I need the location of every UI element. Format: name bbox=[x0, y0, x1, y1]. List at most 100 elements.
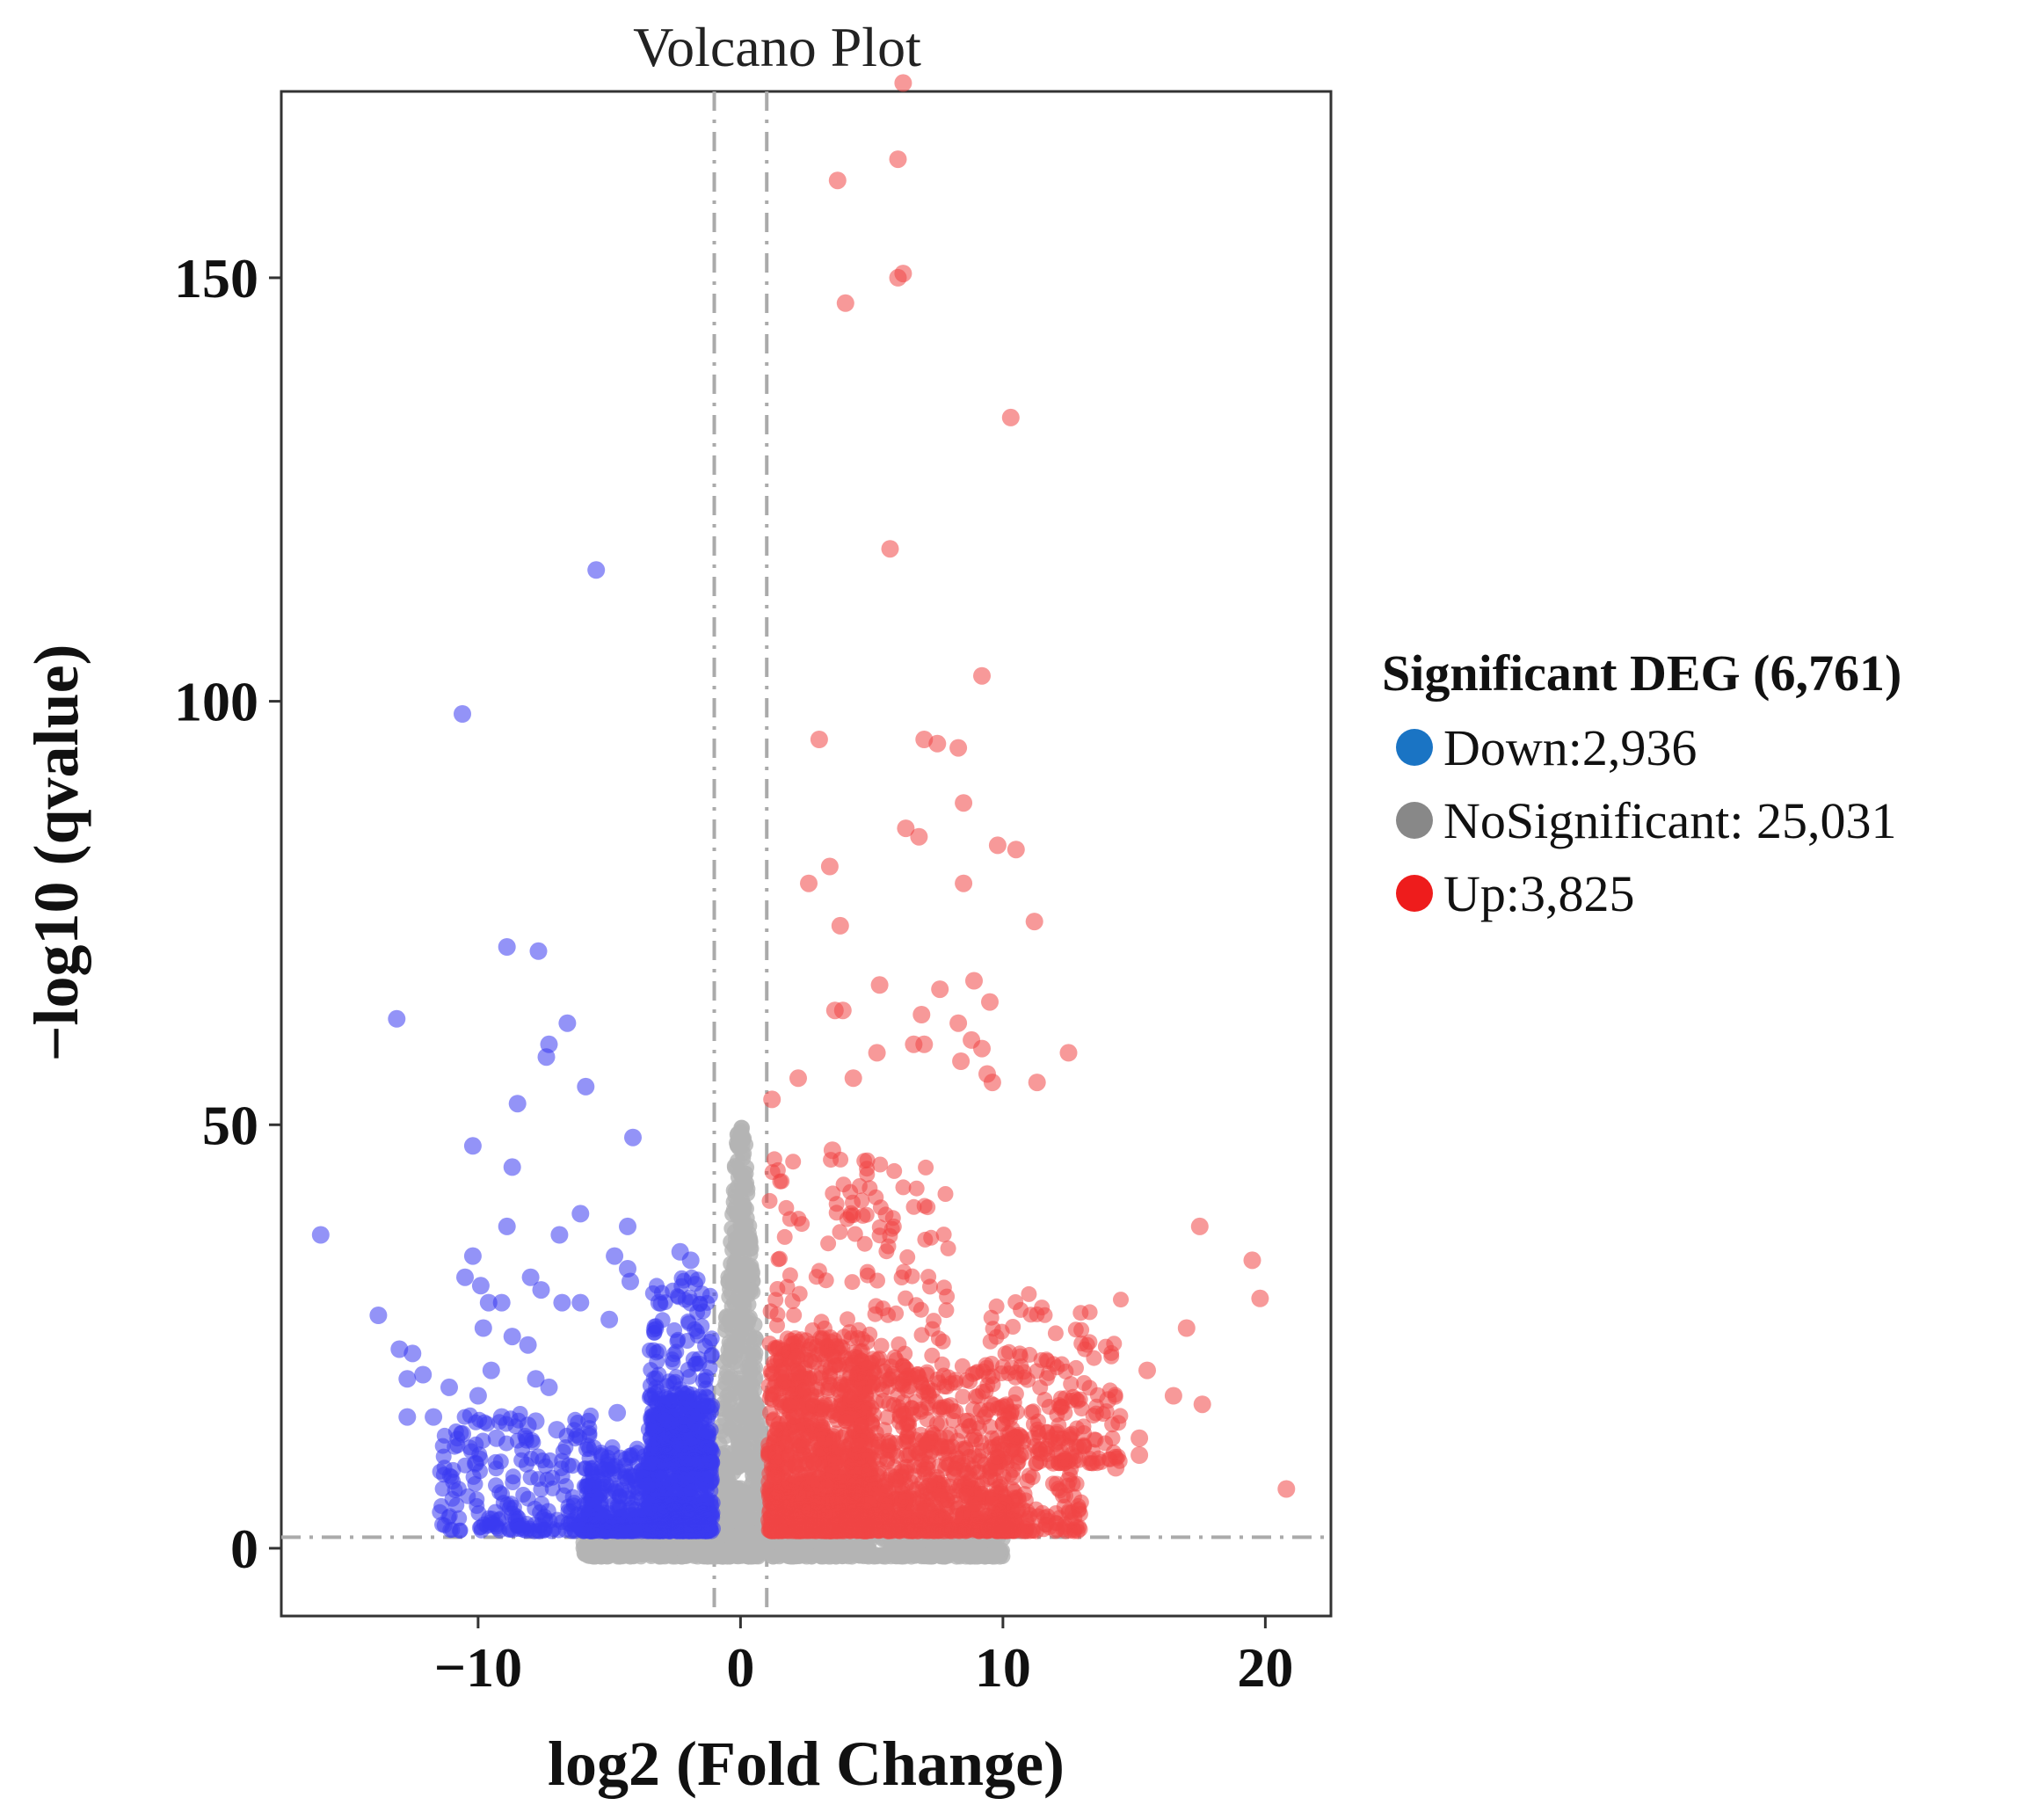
up-point bbox=[828, 1205, 845, 1221]
down-point bbox=[619, 1217, 636, 1235]
nosig-point bbox=[796, 1547, 812, 1564]
down-point bbox=[580, 1478, 596, 1494]
up-point bbox=[850, 1321, 867, 1338]
down-point bbox=[684, 1393, 701, 1409]
up-point bbox=[922, 1278, 938, 1295]
down-point bbox=[539, 1471, 556, 1488]
down-point bbox=[579, 1438, 596, 1454]
down-point bbox=[571, 1205, 590, 1223]
up-point bbox=[789, 1348, 805, 1365]
up-point bbox=[767, 1506, 784, 1523]
up-point bbox=[861, 1517, 877, 1533]
up-point bbox=[859, 1263, 876, 1280]
up-point bbox=[785, 1154, 802, 1170]
down-point bbox=[454, 705, 471, 723]
nosig-point bbox=[660, 1541, 677, 1558]
down-point bbox=[645, 1419, 662, 1436]
down-point bbox=[672, 1481, 688, 1498]
up-point bbox=[808, 1269, 825, 1285]
up-point bbox=[888, 1305, 905, 1321]
nosig-point bbox=[717, 1375, 734, 1392]
down-point bbox=[683, 1431, 700, 1447]
up-point bbox=[924, 1424, 941, 1441]
up-point bbox=[978, 1357, 994, 1373]
up-point bbox=[831, 1440, 847, 1457]
down-point bbox=[658, 1412, 675, 1429]
down-point bbox=[683, 1269, 700, 1285]
nosig-point bbox=[836, 1547, 853, 1564]
up-point bbox=[948, 1403, 964, 1420]
up-point bbox=[962, 1373, 978, 1389]
down-point bbox=[436, 1460, 453, 1476]
up-point bbox=[844, 1274, 861, 1291]
down-point bbox=[639, 1520, 656, 1537]
nosig-point bbox=[737, 1285, 753, 1302]
up-point bbox=[919, 1411, 935, 1428]
down-point bbox=[676, 1409, 693, 1425]
up-point bbox=[895, 1358, 911, 1374]
down-point bbox=[643, 1362, 659, 1379]
down-point bbox=[702, 1287, 718, 1304]
up-point bbox=[849, 1451, 866, 1467]
up-point bbox=[847, 1226, 863, 1242]
nosig-point bbox=[852, 1547, 869, 1564]
up-point bbox=[763, 1487, 780, 1503]
down-point bbox=[566, 1495, 583, 1511]
down-points bbox=[311, 561, 721, 1540]
down-point bbox=[532, 1281, 550, 1299]
up-point bbox=[793, 1331, 810, 1348]
up-point bbox=[859, 1166, 876, 1183]
down-point bbox=[695, 1505, 712, 1522]
down-point bbox=[414, 1365, 433, 1384]
down-point bbox=[646, 1455, 663, 1472]
up-point bbox=[938, 1506, 955, 1523]
up-point bbox=[895, 1378, 912, 1394]
down-point bbox=[571, 1293, 590, 1312]
up-point bbox=[794, 1216, 811, 1233]
up-point bbox=[766, 1358, 782, 1374]
nosig-point bbox=[939, 1545, 956, 1561]
down-point bbox=[577, 1077, 595, 1096]
nosig-point bbox=[729, 1138, 745, 1154]
up-point bbox=[787, 1457, 803, 1474]
up-point bbox=[796, 1438, 813, 1455]
down-point bbox=[699, 1439, 716, 1456]
up-point bbox=[817, 1396, 833, 1412]
up-point bbox=[973, 1434, 990, 1451]
nosig-point bbox=[783, 1546, 800, 1562]
up-point bbox=[875, 1358, 891, 1374]
nosig-point bbox=[722, 1346, 738, 1363]
up-point bbox=[810, 1498, 826, 1514]
down-point bbox=[492, 1293, 511, 1312]
up-point bbox=[820, 1235, 837, 1252]
up-point bbox=[916, 1198, 933, 1214]
down-point bbox=[403, 1344, 422, 1363]
down-point bbox=[702, 1359, 718, 1376]
down-point bbox=[432, 1503, 448, 1520]
down-point bbox=[581, 1420, 598, 1437]
nosig-point bbox=[720, 1269, 737, 1285]
down-point bbox=[425, 1408, 443, 1426]
nosig-point bbox=[717, 1428, 734, 1445]
down-point bbox=[705, 1520, 721, 1537]
up-point bbox=[895, 1179, 912, 1196]
down-point bbox=[388, 1009, 406, 1028]
nosig-point bbox=[734, 1375, 751, 1391]
down-point bbox=[503, 1328, 521, 1346]
up-point bbox=[940, 1240, 956, 1256]
down-point bbox=[503, 1505, 521, 1524]
down-point bbox=[540, 1378, 558, 1396]
down-point bbox=[469, 1387, 487, 1405]
down-point bbox=[466, 1454, 484, 1473]
nosig-point bbox=[740, 1346, 757, 1363]
up-point bbox=[866, 1407, 883, 1423]
up-point bbox=[894, 1491, 911, 1508]
down-point bbox=[471, 1277, 490, 1295]
down-point bbox=[672, 1499, 689, 1515]
up-point bbox=[775, 1342, 792, 1358]
up-point bbox=[899, 1249, 916, 1265]
up-point bbox=[805, 1453, 822, 1470]
nosig-point bbox=[883, 1548, 899, 1565]
down-point bbox=[530, 1448, 547, 1465]
up-point bbox=[923, 1229, 940, 1246]
